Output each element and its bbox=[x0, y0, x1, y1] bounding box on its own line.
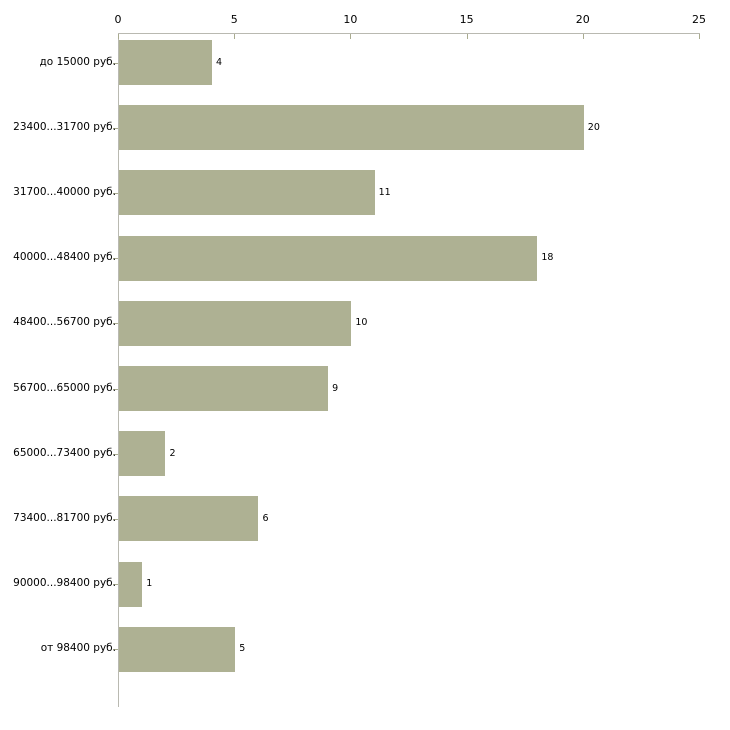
bar[interactable] bbox=[119, 626, 236, 672]
x-axis-tick-label: 5 bbox=[230, 13, 238, 26]
bar[interactable] bbox=[119, 561, 143, 607]
x-axis-line bbox=[118, 33, 700, 34]
x-axis-tick-label: 10 bbox=[343, 13, 358, 26]
category-label: 48400...56700 руб. bbox=[13, 316, 116, 329]
category-label: 31700...40000 руб. bbox=[13, 185, 116, 198]
y-axis-tick bbox=[113, 258, 118, 259]
bar-value-label: 18 bbox=[541, 252, 554, 264]
y-axis-tick bbox=[113, 389, 118, 390]
category-label: до 15000 руб. bbox=[39, 55, 116, 68]
bar-value-label: 11 bbox=[378, 186, 391, 198]
x-axis-tick-label: 0 bbox=[114, 13, 122, 26]
bar-value-label: 9 bbox=[332, 382, 339, 394]
y-axis-tick bbox=[113, 128, 118, 129]
bar-value-label: 6 bbox=[262, 512, 269, 524]
category-label: 73400...81700 руб. bbox=[13, 511, 116, 524]
y-axis-tick bbox=[113, 193, 118, 194]
category-label: от 98400 руб. bbox=[40, 642, 116, 655]
bar[interactable] bbox=[119, 170, 375, 216]
bar[interactable] bbox=[119, 105, 584, 151]
category-label: 65000...73400 руб. bbox=[13, 446, 116, 459]
category-label: 90000...98400 руб. bbox=[13, 577, 116, 590]
x-axis-tick bbox=[350, 34, 352, 39]
x-axis-tick bbox=[118, 34, 119, 39]
y-axis-tick bbox=[113, 454, 118, 455]
bar[interactable] bbox=[119, 40, 212, 85]
bar[interactable] bbox=[119, 366, 329, 411]
bar[interactable] bbox=[119, 235, 538, 281]
bar-value-label: 4 bbox=[215, 56, 222, 68]
y-axis-tick bbox=[113, 649, 118, 650]
x-axis-tick-label: 15 bbox=[459, 13, 474, 26]
bar-value-label: 1 bbox=[146, 578, 153, 590]
x-axis-tick bbox=[582, 34, 584, 39]
bar-value-label: 20 bbox=[587, 121, 600, 133]
category-label: 40000...48400 руб. bbox=[13, 251, 116, 264]
bar[interactable] bbox=[119, 496, 259, 542]
category-label: 56700...65000 руб. bbox=[13, 381, 116, 394]
y-axis-line bbox=[118, 33, 119, 707]
bar-value-label: 5 bbox=[239, 643, 246, 655]
x-axis-tick bbox=[234, 34, 236, 39]
bar[interactable] bbox=[119, 300, 352, 346]
y-axis-tick bbox=[113, 63, 118, 64]
x-axis-tick-label: 20 bbox=[575, 13, 590, 26]
bar-value-label: 10 bbox=[355, 317, 368, 329]
y-axis-tick bbox=[113, 519, 118, 520]
bar-value-label: 2 bbox=[169, 447, 176, 459]
x-axis-tick-label: 25 bbox=[692, 13, 706, 26]
x-axis-tick bbox=[466, 34, 468, 39]
category-label: 23400...31700 руб. bbox=[13, 120, 116, 133]
y-axis-tick bbox=[113, 323, 118, 324]
x-axis-tick bbox=[699, 34, 700, 39]
bar[interactable] bbox=[119, 431, 166, 477]
y-axis-tick bbox=[113, 584, 118, 585]
